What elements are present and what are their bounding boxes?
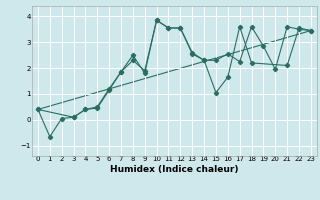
X-axis label: Humidex (Indice chaleur): Humidex (Indice chaleur) (110, 165, 239, 174)
